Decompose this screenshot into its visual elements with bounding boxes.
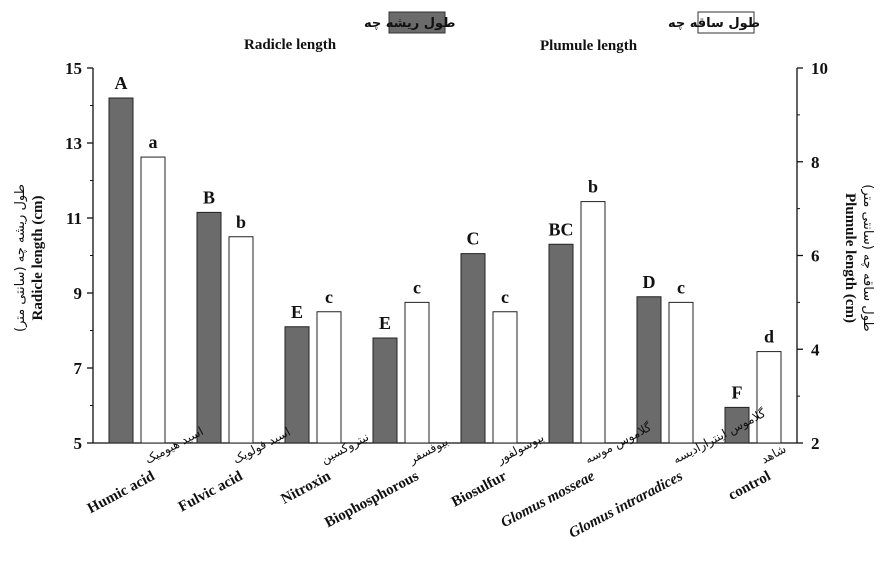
- right-axis-title-en: Plumule length (cm): [842, 193, 858, 323]
- right-axis-ticks: 2 4 6 8 10: [797, 59, 828, 453]
- right-tick-label: 6: [811, 247, 820, 266]
- legend-label-plumule-fa: طول ساقه چه: [668, 16, 760, 31]
- significance-letter-plumule: b: [588, 177, 598, 197]
- left-tick-label: 9: [74, 284, 83, 303]
- legend-label-plumule-en: Plumule length: [540, 38, 638, 54]
- bar-plumule: [580, 201, 606, 444]
- significance-letter-radicle: D: [643, 272, 656, 292]
- bar-radicle: [724, 406, 750, 444]
- legend-label-radicle-fa: طول ریشه چه: [364, 16, 455, 31]
- right-axis-title-fa: طول ساقه چه (سانتی متر): [860, 184, 875, 332]
- significance-letter-plumule: b: [236, 212, 246, 232]
- legend: طول ریشه چه Radicle length طول ساقه چه P…: [244, 11, 760, 54]
- left-tick-label: 11: [66, 209, 82, 228]
- significance-letter-plumule: c: [413, 277, 421, 297]
- bar-plumule: [228, 236, 254, 444]
- category-label-en: Nitroxin: [278, 468, 334, 508]
- significance-letter-plumule: d: [764, 327, 774, 347]
- legend-label-radicle-en: Radicle length: [244, 37, 337, 53]
- significance-letter-plumule: c: [677, 277, 685, 297]
- significance-letter-radicle: E: [291, 302, 303, 322]
- significance-letter-plumule: a: [149, 132, 158, 152]
- bar-radicle: [108, 97, 134, 444]
- significance-letter-radicle: F: [732, 382, 743, 402]
- significance-letter-radicle: C: [467, 229, 480, 249]
- legend-swatch-radicle: [388, 11, 446, 34]
- category-label-en: Biosulfur: [449, 468, 510, 510]
- right-tick-label: 2: [811, 434, 820, 453]
- bar-radicle: [548, 243, 574, 444]
- left-axis-title-fa: طول ریشه چه (سانتی متر): [13, 184, 28, 332]
- left-tick-label: 5: [74, 434, 83, 453]
- significance-letter-radicle: A: [115, 73, 128, 93]
- category-label-fa: شاهد: [759, 442, 789, 467]
- right-tick-label: 4: [811, 340, 820, 359]
- significance-letter-plumule: c: [325, 287, 333, 307]
- left-tick-label: 13: [65, 134, 82, 153]
- left-axis-title-en: Radicle length (cm): [30, 196, 46, 321]
- bar-radicle: [636, 296, 662, 444]
- right-axis-title: طول ساقه چه (سانتی متر) Plumule length (…: [842, 184, 875, 332]
- category-label-en: Biophosphorous: [322, 468, 421, 531]
- category-label-en: control: [726, 468, 774, 504]
- bar-plumule: [668, 301, 694, 444]
- bar-plumule: [404, 301, 430, 444]
- bars: [108, 97, 782, 444]
- bar-plumule: [492, 311, 518, 444]
- significance-letter-radicle: BC: [548, 219, 573, 239]
- significance-letter-radicle: E: [379, 313, 391, 333]
- bar-plumule: [316, 311, 342, 444]
- significance-letters: Aa Bb Ec Ec Cc BC b D c Fd: [115, 73, 775, 402]
- bar-radicle: [372, 337, 398, 444]
- significance-letter-plumule: c: [501, 287, 509, 307]
- bar-radicle: [196, 211, 222, 444]
- bar-radicle: [460, 253, 486, 444]
- left-tick-label: 15: [65, 59, 82, 78]
- significance-letter-radicle: B: [203, 187, 215, 207]
- bar-plumule: [756, 351, 782, 444]
- bar-radicle: [284, 326, 310, 444]
- left-axis-title: طول ریشه چه (سانتی متر) Radicle length (…: [13, 184, 46, 332]
- category-label-en: Fulvic acid: [176, 468, 246, 515]
- bar-plumule: [140, 156, 166, 444]
- right-tick-label: 10: [811, 59, 828, 78]
- left-axis-ticks: 5 7 9 11 13 15: [65, 59, 93, 453]
- right-tick-label: 8: [811, 153, 820, 172]
- left-tick-label: 7: [74, 359, 83, 378]
- category-label-en: Humic acid: [85, 468, 158, 517]
- legend-swatch-plumule: [697, 11, 755, 34]
